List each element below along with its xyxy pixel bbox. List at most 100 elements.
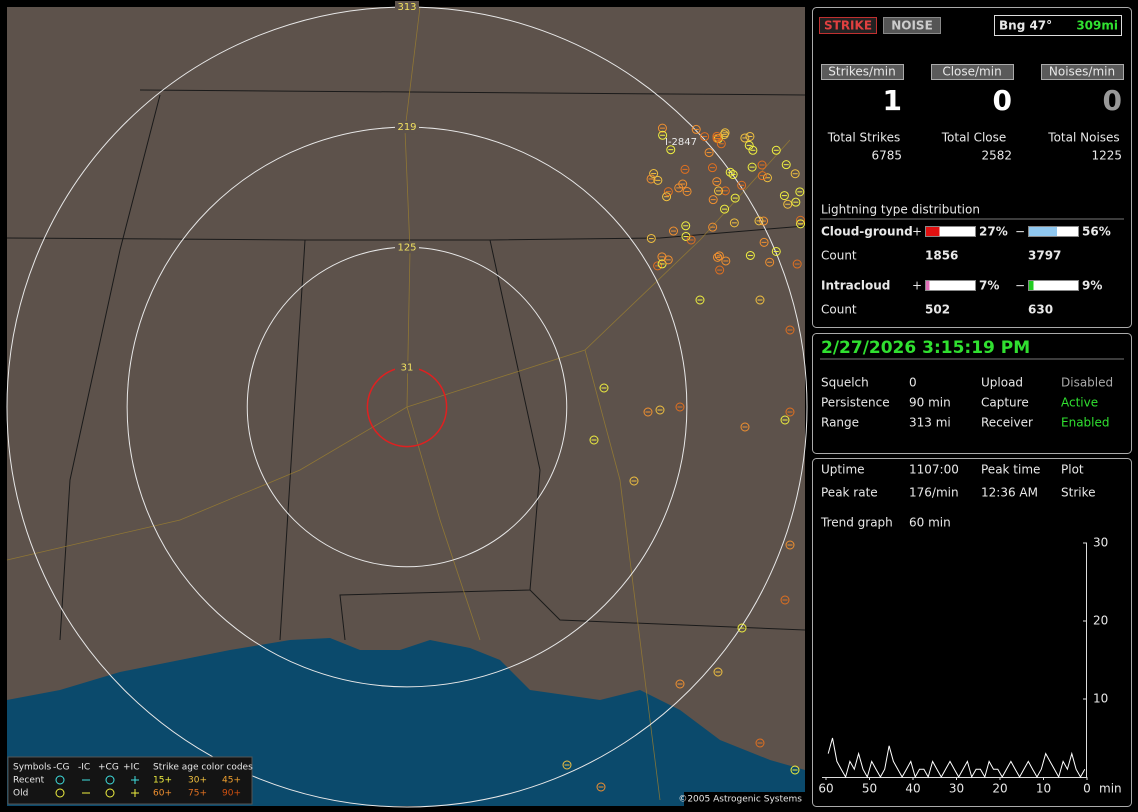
strike-symbol	[653, 175, 663, 185]
x-tick-label: 50	[862, 782, 877, 796]
x-unit: min	[1099, 782, 1122, 796]
status-value: 313 mi	[909, 416, 951, 430]
noise-button-label: NOISE	[891, 19, 933, 33]
type-name: Intracloud	[821, 279, 890, 293]
percent-track	[1028, 280, 1079, 291]
stat-label: Peak time	[981, 463, 1040, 477]
distance: 309mi	[1076, 19, 1118, 33]
strike-symbol	[757, 160, 767, 170]
distribution-title: Lightning type distribution	[821, 203, 980, 217]
ring-label-bg	[395, 121, 419, 134]
rate-label: Noises/min	[1049, 65, 1115, 79]
legend-symbol	[55, 788, 65, 798]
strike-symbol	[662, 192, 672, 202]
strike-symbol	[657, 259, 667, 269]
status-value: Active	[1061, 396, 1098, 410]
percent-label: 27%	[979, 225, 1008, 239]
strike-symbol	[716, 139, 726, 149]
strike-symbol	[747, 162, 757, 172]
ring-label: 31	[401, 362, 414, 373]
percent-track	[925, 280, 976, 291]
percent-track	[925, 226, 976, 237]
strike-symbol	[790, 765, 800, 775]
rates: Strikes/min 1 Total Strikes 6785 Close/min 0 T…	[821, 64, 1124, 163]
legend-age: 30+	[188, 776, 207, 786]
strike-symbol	[704, 148, 714, 158]
legend-header: +IC	[123, 763, 139, 773]
strike-symbol	[713, 667, 723, 677]
status-items: Squelch 0 Upload Disabled Persistence 90 min C…	[821, 376, 1113, 430]
road	[6, 406, 408, 561]
strike-button[interactable]	[819, 17, 877, 34]
stat-value: 60 min	[909, 516, 951, 530]
panel	[812, 458, 1132, 807]
strike-symbol	[708, 195, 718, 205]
ring-label-bg	[395, 361, 419, 374]
strike-symbol	[646, 233, 656, 243]
strike-symbol	[737, 623, 747, 633]
total-label: Total Noises	[1047, 131, 1119, 145]
trend-line	[827, 737, 1086, 779]
legend-row-label: Recent	[13, 776, 45, 786]
strike-symbol	[740, 422, 750, 432]
legend-row-label: Old	[13, 789, 28, 799]
border	[139, 89, 806, 96]
strike-symbol	[599, 383, 609, 393]
rate-button[interactable]	[821, 64, 904, 80]
border	[529, 589, 806, 631]
legend-age-title: Strike age color codes	[153, 763, 253, 773]
stats-panel: Uptime 1107:00 Peak time 12:36 AM Plot Strike…	[812, 458, 1132, 807]
strike-symbol	[691, 124, 701, 134]
strike-symbol	[796, 219, 806, 229]
noise-button[interactable]	[883, 17, 941, 34]
strike-symbol	[781, 160, 791, 170]
x-tick-label: 60	[818, 782, 833, 796]
border	[59, 94, 161, 641]
percent-label: 7%	[979, 279, 999, 293]
strike-symbol	[721, 256, 731, 266]
strike-symbol	[748, 145, 758, 155]
rate-button[interactable]	[931, 64, 1014, 80]
borders	[6, 89, 806, 641]
strike-symbol	[596, 782, 606, 792]
legend-age: 90+	[222, 789, 241, 799]
range-rings: 313 219 125 31	[6, 1, 808, 808]
total-value: 2582	[981, 149, 1012, 163]
border	[489, 225, 806, 241]
legend-age: 60+	[153, 789, 172, 799]
road	[404, 6, 421, 408]
count-label: Count	[821, 249, 857, 263]
total-value: 6785	[871, 149, 902, 163]
status-value: 0	[909, 376, 917, 390]
strike-symbol	[712, 131, 722, 141]
border	[6, 237, 306, 241]
count-value: 3797	[1028, 249, 1061, 263]
strike-symbol	[791, 197, 801, 207]
rate-value: 0	[993, 84, 1012, 117]
status-label: Upload	[981, 376, 1023, 390]
strike-symbol	[762, 173, 772, 183]
strike-symbol	[785, 325, 795, 335]
strike-symbol	[728, 170, 738, 180]
strike-symbol	[646, 174, 656, 184]
status-panel: 2/27/2026 3:15:19 PM Squelch 0 Upload Disab…	[812, 333, 1132, 454]
border	[279, 239, 306, 641]
stat-value: Strike	[1061, 486, 1096, 500]
strikes	[562, 123, 806, 792]
strike-symbol	[589, 435, 599, 445]
rate-label: Close/min	[942, 65, 1001, 79]
strike-symbol	[765, 257, 775, 267]
x-tick-label: 10	[1036, 782, 1051, 796]
y-tick-label: 10	[1093, 692, 1108, 706]
sign: +	[912, 279, 922, 293]
rate-label: Strikes/min	[828, 65, 895, 79]
percent-bar	[1029, 281, 1034, 290]
panel	[812, 7, 1132, 328]
rate-button[interactable]	[1041, 64, 1124, 80]
strike-symbol	[658, 130, 668, 140]
strike-symbol	[737, 180, 747, 190]
strike-symbol	[785, 407, 795, 417]
sign: −	[1015, 279, 1025, 293]
x-tick-label: 40	[905, 782, 920, 796]
